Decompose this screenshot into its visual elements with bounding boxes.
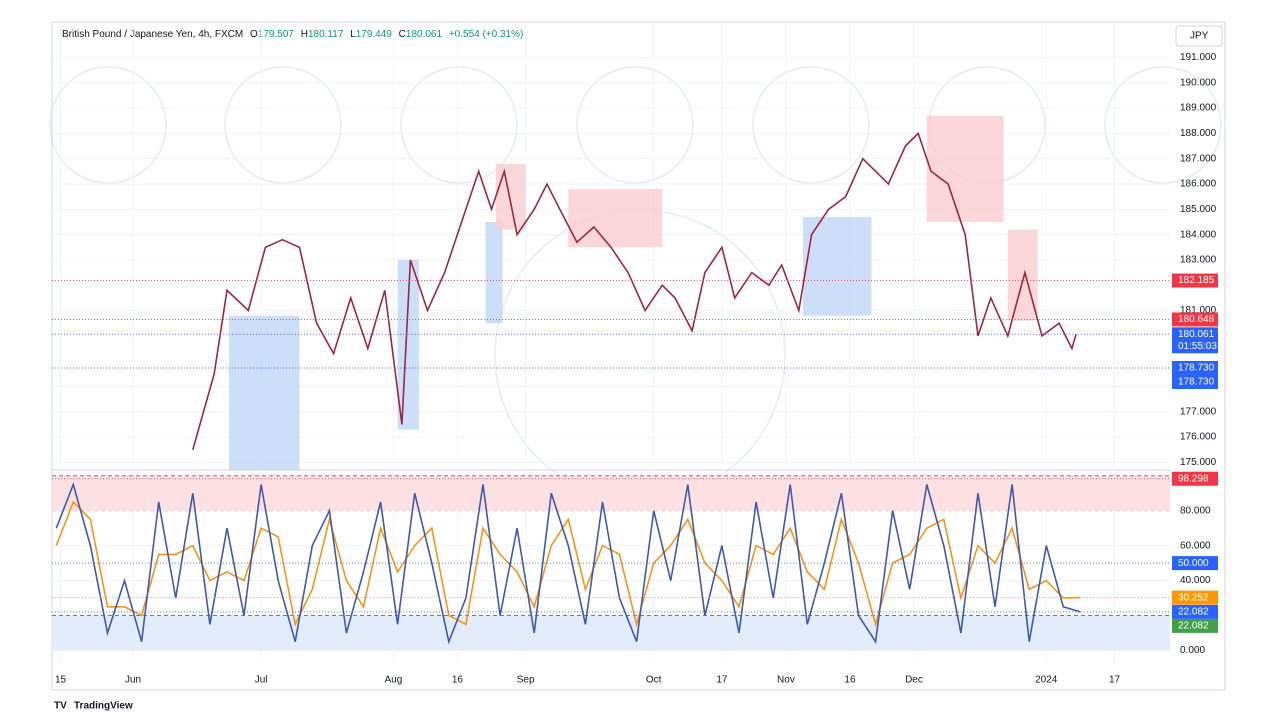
- zone: [803, 216, 872, 316]
- pane: [52, 22, 1170, 662]
- y-tick-label: 0.000: [1180, 645, 1205, 656]
- zone: [485, 221, 503, 324]
- logo: TV: [54, 701, 67, 712]
- symbol: British Pound / Japanese Yen, 4h, FXCM: [62, 29, 243, 40]
- x-tick-label: Jul: [255, 675, 268, 686]
- y-tick-label: 60.000: [1180, 540, 1211, 551]
- change: +0.554 (+0.31%): [449, 29, 524, 40]
- price-tag-label: 22.082: [1178, 607, 1209, 618]
- price-tag-label: 50.000: [1178, 558, 1209, 569]
- price-tag-label: 30.252: [1178, 592, 1209, 603]
- y-tick-label: 188.000: [1180, 128, 1217, 139]
- y-tick-label: 175.000: [1180, 457, 1217, 468]
- price-tag: [1172, 471, 1218, 486]
- currency[interactable]: JPY: [1190, 31, 1209, 42]
- ohlc-letter: L: [350, 29, 356, 40]
- x-tick-label: 17: [716, 675, 728, 686]
- y-tick-label: 80.000: [1180, 505, 1211, 516]
- y-tick-label: 176.000: [1180, 432, 1217, 443]
- price-tag: [1172, 273, 1218, 288]
- y-tick-label: 181.000: [1180, 305, 1217, 316]
- x-tick-label: Jun: [125, 675, 141, 686]
- zone: [1007, 229, 1038, 321]
- price-tag: [1172, 374, 1218, 389]
- ohlc-value: 180.061: [406, 29, 443, 40]
- y-tick-label: 184.000: [1180, 229, 1217, 240]
- price-tag-label: 178.730: [1178, 377, 1215, 388]
- price-tag: [1172, 590, 1218, 605]
- price-tag-label: 22.082: [1178, 621, 1209, 632]
- x-tick-label: 17: [1109, 675, 1121, 686]
- x-tick-label: Oct: [646, 675, 662, 686]
- x-tick-label: Sep: [517, 675, 535, 686]
- pane: [52, 475, 1170, 651]
- x-tick-label: 16: [452, 675, 464, 686]
- zone: [926, 115, 1004, 222]
- currency-button[interactable]: [1175, 25, 1223, 47]
- y-tick-label: 40.000: [1180, 575, 1211, 586]
- ohlc-letter: C: [399, 29, 406, 40]
- series-line: [192, 131, 1077, 451]
- x-tick-label: 16: [844, 675, 856, 686]
- ohlc-value: 179.507: [258, 29, 295, 40]
- price-tag: [1172, 327, 1218, 354]
- x-tick-label: 2024: [1035, 675, 1058, 686]
- price-tag: [1172, 618, 1218, 633]
- countdown: 01:55:03: [1178, 341, 1217, 352]
- price-tag-label: 180.648: [1178, 314, 1215, 325]
- x-tick-label: Dec: [905, 675, 923, 686]
- zone: [397, 259, 419, 430]
- y-tick-label: 185.000: [1180, 204, 1217, 215]
- zone: [495, 163, 526, 230]
- zone: [568, 189, 663, 248]
- y-tick-label: 186.000: [1180, 179, 1217, 190]
- band: [52, 475, 1170, 511]
- price-tag-label: 180.061: [1178, 329, 1215, 340]
- y-tick-label: 183.000: [1180, 255, 1217, 266]
- frame: [51, 21, 1226, 691]
- price-tag: [1172, 604, 1218, 619]
- y-tick-label: 191.000: [1180, 52, 1217, 63]
- ohlc-value: 180.117: [308, 29, 344, 40]
- price-tag: [1172, 556, 1218, 571]
- price-tag-label: 98.298: [1178, 473, 1209, 484]
- series-line: [55, 500, 1081, 628]
- price-tag-label: 182.185: [1178, 275, 1215, 286]
- series-line: [55, 481, 1081, 645]
- band: [52, 615, 1170, 651]
- price-tag-label: 178.730: [1178, 363, 1215, 374]
- footer-brand: TradingView: [74, 701, 133, 712]
- ohlc-value: 179.449: [356, 29, 393, 40]
- ohlc-letter: H: [301, 29, 308, 40]
- price-tag: [1172, 312, 1218, 327]
- x-tick-label: Nov: [777, 675, 795, 686]
- x-tick-label: 15: [55, 675, 67, 686]
- y-tick-label: 190.000: [1180, 77, 1217, 88]
- y-tick-label: 177.000: [1180, 406, 1217, 417]
- legend-header: British Pound / Japanese Yen, 4h, FXCM O…: [62, 29, 523, 40]
- zone: [229, 315, 300, 470]
- y-tick-label: 187.000: [1180, 153, 1217, 164]
- y-tick-label: 189.000: [1180, 103, 1217, 114]
- ohlc-letter: O: [250, 29, 258, 40]
- price-tag: [1172, 360, 1218, 375]
- x-tick-label: Aug: [384, 675, 402, 686]
